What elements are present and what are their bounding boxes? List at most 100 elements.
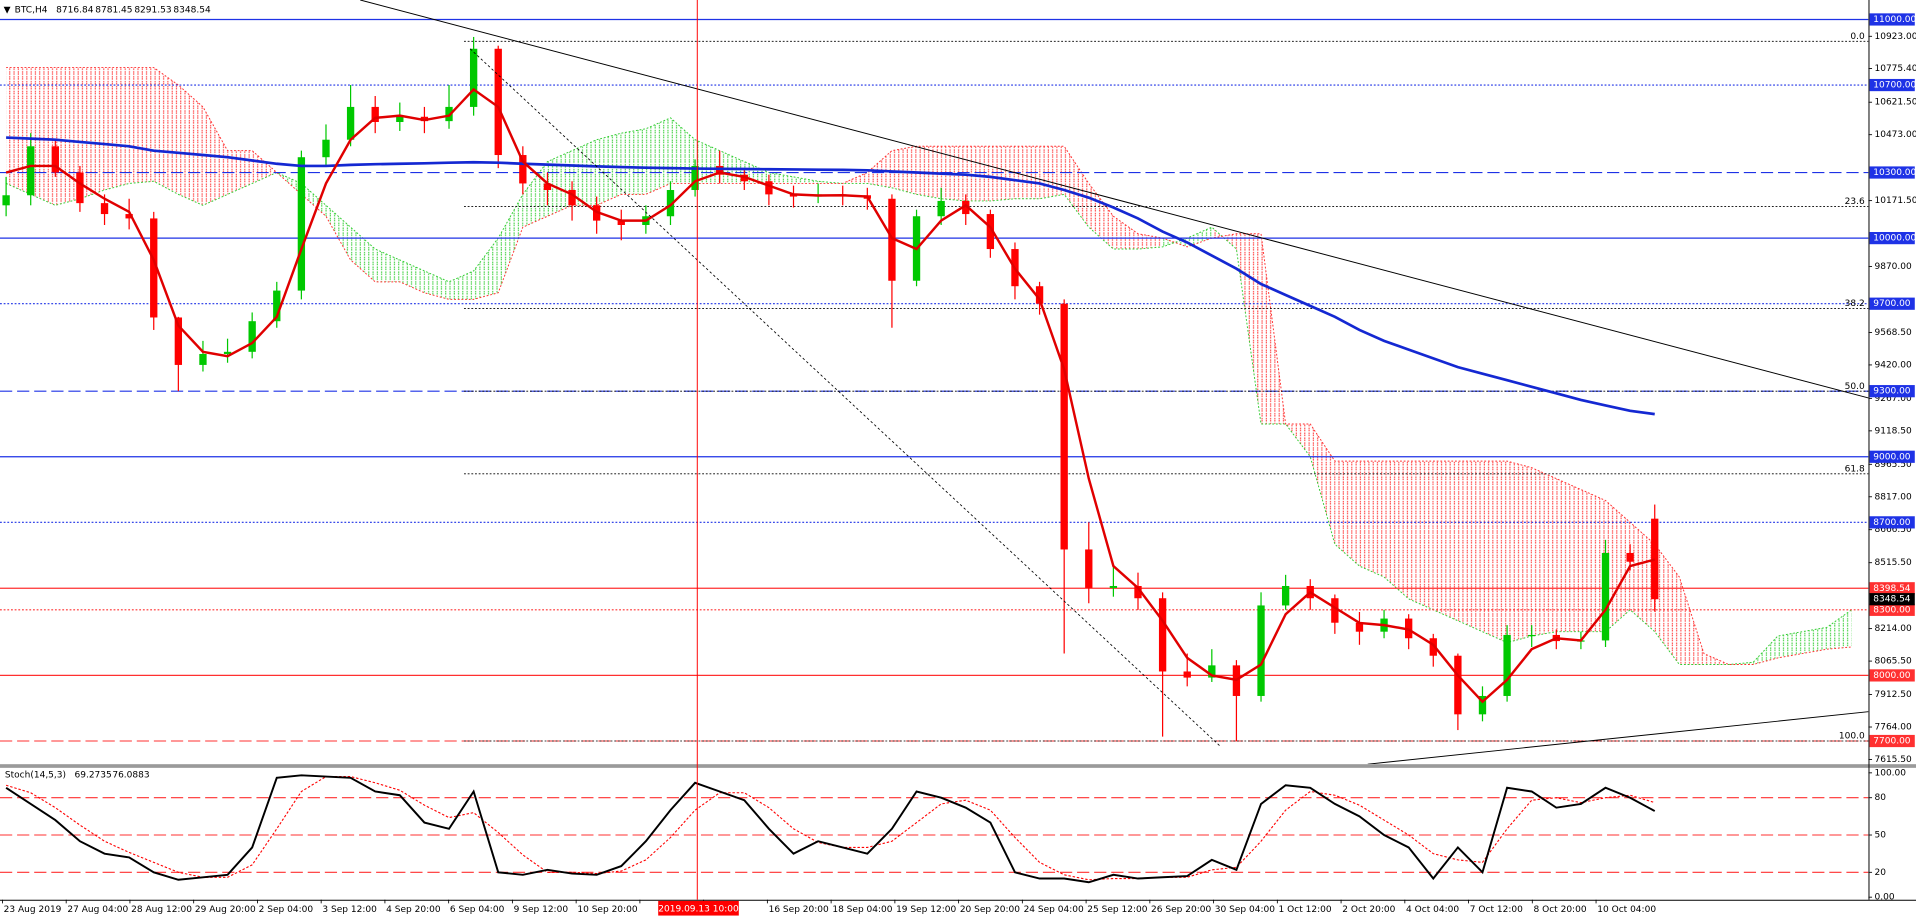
- cloud-segment: [645, 117, 671, 195]
- y-tick-label: 9568.50: [1874, 328, 1912, 338]
- cloud-segment: [153, 67, 179, 195]
- cloud-segment: [1507, 461, 1532, 643]
- candle-body: [1528, 634, 1536, 637]
- level-tag: [1869, 516, 1915, 529]
- candle-body: [199, 353, 207, 365]
- panel-separator: [0, 764, 1916, 768]
- fib-label: 23.6: [1845, 197, 1865, 207]
- x-tick-label: 25 Sep 12:00: [1087, 905, 1147, 915]
- stoch-y-tick-label: 80: [1874, 793, 1886, 803]
- x-tick-label: 26 Sep 20:00: [1151, 905, 1211, 915]
- cloud-segment: [1531, 467, 1557, 637]
- cloud-segment: [965, 146, 991, 201]
- y-tick-label: 10621.50: [1874, 98, 1916, 108]
- level-tag: [1869, 385, 1915, 398]
- candle-body: [1355, 622, 1364, 632]
- candle-body: [396, 116, 404, 123]
- candle-body: [27, 146, 35, 196]
- x-tick-label: 2 Sep 04:00: [259, 905, 314, 915]
- level-tag-label: 9000.00: [1873, 452, 1911, 462]
- fib-label: 100.0: [1839, 732, 1865, 742]
- level-tag-label: 9300.00: [1873, 387, 1911, 397]
- cloud-segment: [178, 85, 203, 206]
- cloud-segment: [1433, 461, 1458, 621]
- open-value: 8716.84: [56, 5, 94, 15]
- cloud-segment: [1802, 627, 1827, 654]
- close-value: 8348.54: [173, 5, 211, 15]
- crosshair-label: 2019.09.13 10:00: [658, 904, 739, 914]
- cloud-segment: [1580, 489, 1606, 632]
- cloud-segment: [325, 205, 351, 260]
- candle-body: [76, 172, 84, 204]
- x-tick-label: 30 Sep 04:00: [1215, 905, 1275, 915]
- candle-body: [937, 200, 945, 217]
- cloud-segment: [1384, 461, 1409, 599]
- candle-body: [494, 48, 502, 156]
- candle-body: [1651, 518, 1659, 600]
- level-tag-label: 10000.00: [1873, 234, 1916, 244]
- cloud-segment: [547, 150, 573, 217]
- cloud-segment: [104, 67, 130, 191]
- x-tick-label: 23 Aug 2019: [4, 905, 62, 915]
- candle-body: [2, 195, 10, 206]
- trend-line: [1367, 711, 1869, 765]
- candle-body: [888, 198, 896, 281]
- cloud-segment: [301, 183, 326, 217]
- candle-body: [1085, 549, 1093, 588]
- price-panel: 0.0 23.6 38.2 50.0 61.8 100.0: [0, 18, 1869, 742]
- candle-body: [1429, 638, 1437, 656]
- cloud-segment: [1187, 227, 1212, 247]
- x-tick-label: 4 Sep 20:00: [386, 905, 441, 915]
- x-tick-label: 1 Oct 12:00: [1279, 905, 1332, 915]
- x-tick-label: 16 Sep 20:00: [769, 905, 829, 915]
- candle-body: [322, 139, 330, 158]
- trend-line: [360, 0, 1869, 399]
- cloud-segment: [399, 259, 425, 293]
- level-tag-label: 8700.00: [1873, 518, 1911, 528]
- cloud-segment: [424, 270, 450, 300]
- level-tag: [1869, 450, 1915, 463]
- candle-body: [150, 218, 158, 318]
- level-tag: [1869, 734, 1915, 748]
- cloud-span-b: [6, 67, 1852, 665]
- cloud-segment: [1605, 500, 1631, 632]
- cloud-segment: [891, 146, 917, 195]
- cloud-segment: [79, 67, 105, 199]
- cloud-segment: [990, 146, 1015, 201]
- candle-body: [371, 106, 379, 123]
- price-tag-label: 8348.54: [1873, 595, 1911, 605]
- cloud-segment: [1457, 461, 1483, 632]
- level-tag-label: 10300.00: [1873, 168, 1916, 178]
- candle-body: [1331, 598, 1339, 623]
- x-tick-label: 10 Sep 20:00: [577, 905, 637, 915]
- candle-body: [51, 146, 59, 173]
- candle-body: [100, 203, 109, 215]
- candle-body: [1208, 665, 1216, 678]
- candle-body: [1601, 552, 1610, 641]
- y-tick-label: 8666.50: [1874, 525, 1912, 535]
- x-tick-label: 2 Oct 20:00: [1342, 905, 1395, 915]
- cloud-segment: [1064, 146, 1089, 228]
- x-tick-label: 28 Aug 12:00: [131, 905, 192, 915]
- x-tick-label: 8 Oct 20:00: [1534, 905, 1587, 915]
- candle-body: [1626, 552, 1634, 562]
- level-tag: [1869, 13, 1915, 26]
- stoch-d: [5, 776, 1655, 881]
- candle-body: [1158, 598, 1167, 672]
- level-tag: [1869, 582, 1915, 595]
- candle-body: [986, 214, 995, 250]
- candle-body: [223, 351, 232, 354]
- candle-body: [1035, 286, 1044, 304]
- level-tag-label: 7700.00: [1873, 737, 1911, 747]
- cloud-segment: [1482, 461, 1508, 643]
- cloud-segment: [276, 172, 302, 195]
- fib-label: 61.8: [1845, 464, 1865, 474]
- candle-body: [248, 321, 256, 352]
- y-tick-label: 8817.00: [1874, 492, 1912, 502]
- y-tick-label: 8214.00: [1874, 624, 1912, 634]
- stoch-panel: [0, 774, 1869, 884]
- fib-label: 50.0: [1845, 382, 1865, 392]
- stoch-y-tick-label: 50: [1874, 831, 1886, 841]
- y-tick-label: 8065.50: [1874, 657, 1912, 667]
- cloud-segment: [55, 67, 80, 206]
